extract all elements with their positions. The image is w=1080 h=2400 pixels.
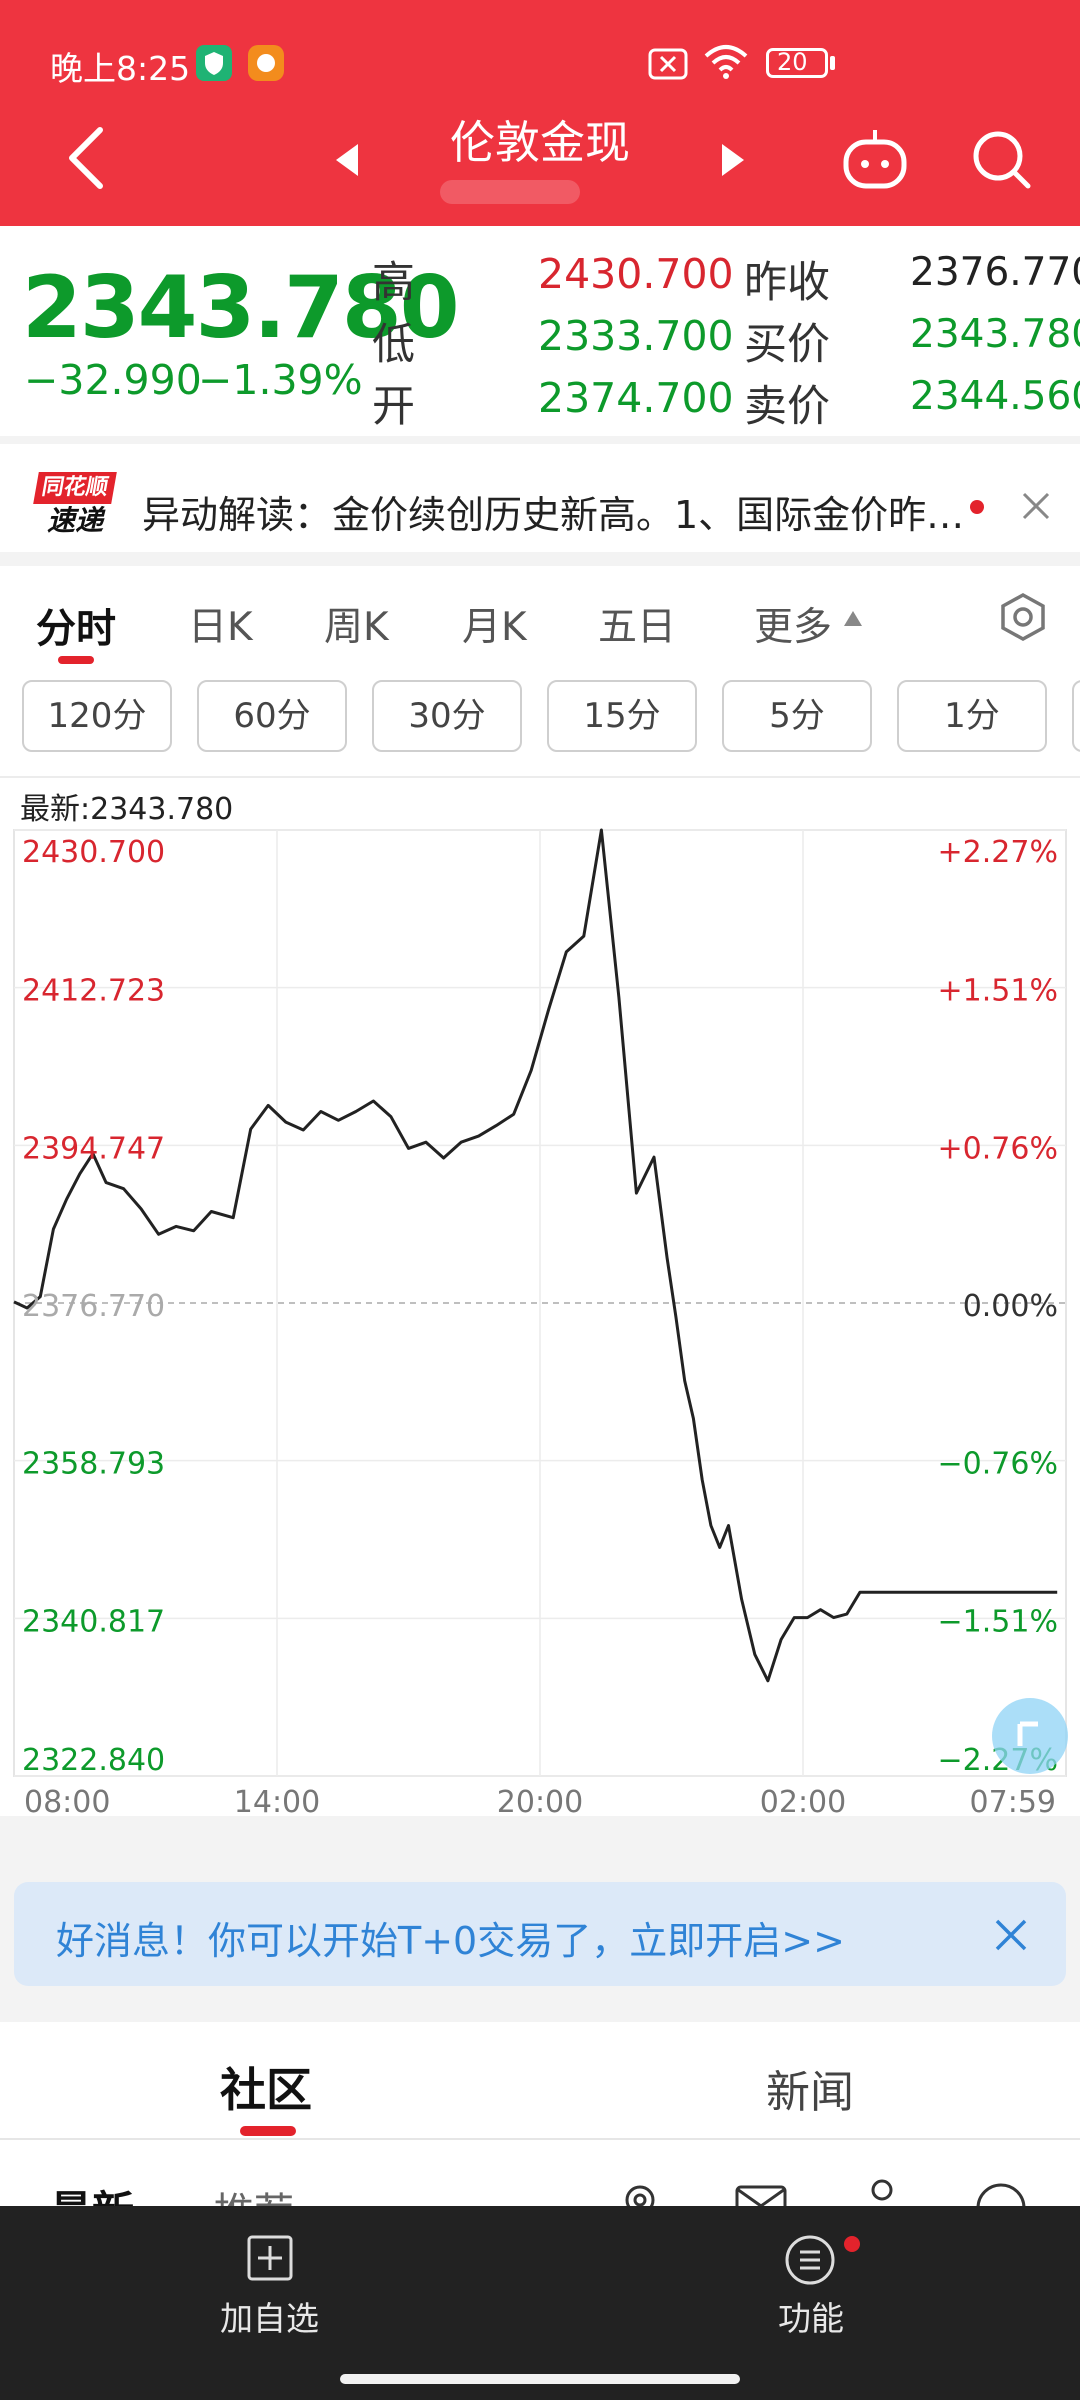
stat-value-low: 2333.700: [538, 312, 734, 360]
interval-60m[interactable]: 60分: [197, 680, 347, 752]
shield-icon: [196, 45, 232, 81]
functions-label: 功能: [778, 2299, 844, 2338]
y-tick-label: 2412.723: [22, 974, 165, 1009]
stat-label-ask: 卖价: [744, 382, 830, 432]
divider: [0, 2138, 1080, 2140]
plus-square-icon: [247, 2235, 293, 2281]
last-price: 2343.780: [22, 258, 460, 358]
pct-tick-label: 0.00%: [963, 1289, 1058, 1324]
interval-30m[interactable]: 30分: [372, 680, 522, 752]
app-badge-icon: [248, 45, 284, 81]
stat-label-high: 高: [372, 258, 415, 308]
unread-dot: [970, 500, 984, 514]
battery-icon: 20: [766, 48, 828, 78]
stat-value-ask: 2344.560: [910, 374, 1080, 419]
bottom-toolbar: 加自选 功能: [0, 2206, 1080, 2400]
menu-circle-icon: [785, 2235, 835, 2285]
tab-daily-k[interactable]: 日K: [188, 605, 253, 650]
price-series-line: [13, 828, 1058, 1683]
y-tick-label: 2340.817: [22, 1604, 165, 1639]
interval-120m[interactable]: 120分: [22, 680, 172, 752]
add-watchlist-button[interactable]: 加自选: [200, 2234, 340, 2344]
status-time: 晚上8:25: [50, 49, 191, 88]
pct-tick-label: −0.76%: [938, 1447, 1058, 1482]
tab-community[interactable]: 社区: [220, 2063, 312, 2117]
stat-label-open: 开: [372, 382, 415, 432]
x-tick-label: 20:00: [497, 1785, 583, 1816]
close-icon[interactable]: [994, 1918, 1028, 1952]
intraday-chart-panel[interactable]: 最新:2343.780 2430.700 2412.723 2394.747 2376…: [0, 776, 1080, 1816]
notification-dot: [844, 2236, 860, 2252]
stat-value-prev-close: 2376.770: [910, 250, 1080, 295]
interval-overflow: [1072, 680, 1080, 752]
price-change: −32.990: [24, 356, 202, 404]
add-watchlist-label: 加自选: [220, 2299, 319, 2338]
x-tick-label: 14:00: [234, 1785, 320, 1816]
floating-assistant-icon[interactable]: [990, 1696, 1070, 1776]
app-header: 晚上8:25 20 伦敦金现: [0, 0, 1080, 226]
user-icon[interactable]: [862, 2178, 902, 2222]
robot-assistant-icon[interactable]: [840, 126, 910, 192]
interval-5m[interactable]: 5分: [722, 680, 872, 752]
no-sim-icon: [648, 48, 688, 80]
divider: [0, 776, 1080, 778]
promo-banner[interactable]: 好消息！你可以开始T+0交易了，立即开启>>: [14, 1882, 1066, 1986]
tab-more[interactable]: 更多: [754, 605, 833, 650]
news-strip[interactable]: 同花顺 速递 异动解读：金价续创历史新高。1、国际金价昨…: [0, 444, 1080, 552]
price-line-chart[interactable]: 2430.700 2412.723 2394.747 2376.770 2358.793…: [0, 776, 1080, 1816]
back-icon[interactable]: [62, 126, 112, 190]
next-item-icon[interactable]: [718, 142, 748, 178]
stat-label-bid: 买价: [744, 320, 830, 370]
prev-item-icon[interactable]: [332, 142, 362, 178]
y-tick-label: 2358.793: [22, 1447, 165, 1482]
stat-value-high: 2430.700: [538, 250, 734, 298]
close-icon[interactable]: [1020, 490, 1052, 522]
tab-active-indicator: [58, 656, 94, 664]
page-title: 伦敦金现: [449, 116, 630, 169]
triangle-up-icon: [844, 611, 862, 626]
promo-text[interactable]: 好消息！你可以开始T+0交易了，立即开启>>: [56, 1919, 845, 1963]
pct-tick-label: +2.27%: [938, 835, 1058, 870]
interval-15m[interactable]: 15分: [547, 680, 697, 752]
battery-tip: [830, 56, 835, 70]
search-icon[interactable]: [970, 128, 1032, 190]
x-tick-label: 08:00: [24, 1785, 110, 1816]
tab-intraday[interactable]: 分时: [36, 606, 116, 652]
stat-label-low: 低: [372, 320, 415, 370]
quote-panel: 2343.780 −32.990 −1.39% 高 2430.700 低 233…: [0, 226, 1080, 436]
stat-value-bid: 2343.780: [910, 312, 1080, 357]
pct-tick-label: +0.76%: [938, 1131, 1058, 1166]
tab-news[interactable]: 新闻: [766, 2067, 854, 2118]
interval-1m[interactable]: 1分: [897, 680, 1047, 752]
tonghuashun-logo: 同花顺 速递: [33, 472, 117, 540]
home-gesture-bar[interactable]: [340, 2374, 740, 2384]
functions-button[interactable]: 功能: [740, 2234, 880, 2344]
y-tick-label: 2394.747: [22, 1131, 165, 1166]
price-change-pct: −1.39%: [198, 356, 363, 404]
x-tick-label: 02:00: [760, 1785, 846, 1816]
wifi-icon: [704, 45, 748, 79]
latest-price-label: 最新:2343.780: [20, 792, 234, 827]
pct-tick-label: +1.51%: [938, 974, 1058, 1009]
y-tick-label: 2376.770: [22, 1289, 165, 1324]
tab-weekly-k[interactable]: 周K: [324, 605, 389, 650]
settings-hexagon-icon[interactable]: [998, 592, 1048, 642]
pct-tick-label: −1.51%: [938, 1604, 1058, 1639]
news-headline[interactable]: 异动解读：金价续创历史新高。1、国际金价昨…: [142, 493, 962, 537]
tab-five-day[interactable]: 五日: [598, 605, 677, 650]
stat-label-prev-close: 昨收: [744, 258, 830, 308]
y-tick-label: 2322.840: [22, 1743, 165, 1778]
battery-level: 20: [777, 48, 808, 76]
x-tick-label: 07:59: [970, 1785, 1056, 1816]
tab-active-indicator: [240, 2126, 296, 2136]
tab-monthly-k[interactable]: 月K: [462, 605, 527, 650]
title-subtitle-blur: [440, 180, 580, 204]
y-tick-label: 2430.700: [22, 835, 165, 870]
stat-value-open: 2374.700: [538, 374, 734, 422]
